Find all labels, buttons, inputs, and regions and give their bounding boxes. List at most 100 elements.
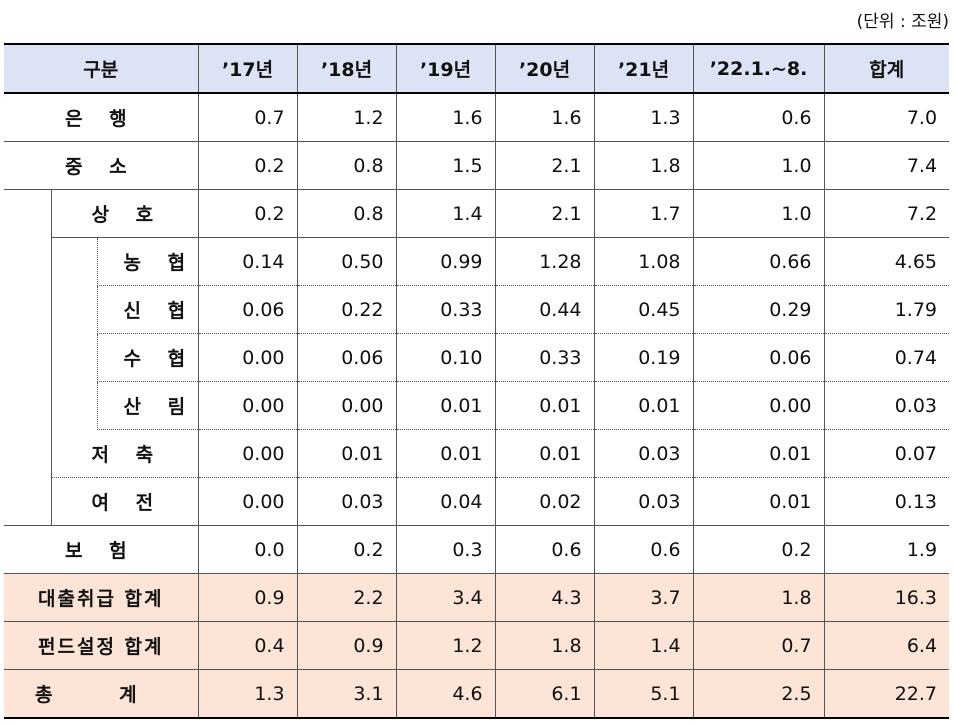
header-2018: ’18년: [296, 43, 397, 94]
header-total: 합계: [823, 43, 950, 94]
cell: 7.2: [823, 189, 950, 238]
table-row: 여 전 0.00 0.03 0.04 0.02 0.03 0.01 0.13: [4, 477, 950, 526]
cell: 0.4: [197, 621, 298, 670]
cell: 1.0: [692, 189, 825, 238]
table-row: 신 협 0.06 0.22 0.33 0.44 0.45 0.29 1.79: [4, 285, 950, 334]
table-row-total: 총 계 1.3 3.1 4.6 6.1 5.1 2.5 22.7: [4, 669, 950, 719]
row-label: 상 호: [51, 189, 199, 238]
table-row: 보 험 0.0 0.2 0.3 0.6 0.6 0.2 1.9: [4, 525, 950, 574]
indent-spacer: [4, 189, 52, 526]
indent-spacer: [51, 238, 97, 430]
cell: 1.2: [395, 621, 496, 670]
row-label: 대출취급 합계: [4, 573, 199, 622]
cell: 0.6: [692, 93, 825, 142]
cell: 0.22: [296, 285, 397, 334]
cell: 0.10: [395, 333, 496, 382]
cell: 3.1: [296, 669, 397, 719]
cell: 0.6: [593, 525, 694, 574]
cell: 22.7: [823, 669, 950, 719]
cell: 0.00: [296, 381, 397, 430]
cell: 4.65: [823, 237, 950, 286]
table-row-subtotal: 대출취급 합계 0.9 2.2 3.4 4.3 3.7 1.8 16.3: [4, 573, 950, 622]
cell: 0.9: [197, 573, 298, 622]
cell: 3.4: [395, 573, 496, 622]
cell: 0.01: [395, 429, 496, 478]
cell: 2.1: [494, 141, 595, 190]
table-row: 상 호 0.2 0.8 1.4 2.1 1.7 1.0 7.2: [4, 189, 950, 526]
cell: 1.8: [593, 141, 694, 190]
cell: 0.8: [296, 189, 397, 238]
header-2020: ’20년: [494, 43, 595, 94]
cell: 0.6: [494, 525, 595, 574]
cell: 0.03: [593, 477, 694, 526]
cell: 0.2: [197, 141, 298, 190]
cell: 2.1: [494, 189, 595, 238]
cell: 0.01: [395, 381, 496, 430]
row-label: 중 소: [4, 141, 199, 190]
cell: 0.33: [395, 285, 496, 334]
cell: 0.00: [197, 429, 298, 478]
table-row: 수 협 0.00 0.06 0.10 0.33 0.19 0.06 0.74: [4, 333, 950, 382]
cell: 1.4: [593, 621, 694, 670]
header-2017: ’17년: [197, 43, 298, 94]
cell: 0.01: [296, 429, 397, 478]
cell: 1.4: [395, 189, 496, 238]
header-category: 구분: [4, 43, 199, 94]
cell: 0.50: [296, 237, 397, 286]
cell: 0.00: [197, 477, 298, 526]
cell: 0.44: [494, 285, 595, 334]
cell: 0.13: [823, 477, 950, 526]
cell: 0.01: [692, 429, 825, 478]
header-2022: ’22.1.~8.: [692, 43, 825, 94]
cell: 0.01: [692, 477, 825, 526]
cell: 1.2: [296, 93, 397, 142]
cell: 3.7: [593, 573, 694, 622]
unit-note: (단위 : 조원): [856, 12, 949, 32]
table-row: 은 행 0.7 1.2 1.6 1.6 1.3 0.6 7.0: [4, 93, 950, 142]
row-label: 산 림: [96, 381, 199, 430]
cell: 4.3: [494, 573, 595, 622]
cell: 0.01: [494, 381, 595, 430]
row-label: 총 계: [4, 669, 199, 719]
cell: 2.5: [692, 669, 825, 719]
cell: 0.2: [692, 525, 825, 574]
cell: 1.0: [692, 141, 825, 190]
cell: 1.08: [593, 237, 694, 286]
cell: 0.03: [823, 381, 950, 430]
cell: 1.7: [593, 189, 694, 238]
cell: 1.5: [395, 141, 496, 190]
cell: 0.74: [823, 333, 950, 382]
header-row: 구분 ’17년 ’18년 ’19년 ’20년 ’21년 ’22.1.~8. 합계: [4, 43, 950, 94]
cell: 0.00: [197, 381, 298, 430]
cell: 1.3: [593, 93, 694, 142]
cell: 0.02: [494, 477, 595, 526]
cell: 0.07: [823, 429, 950, 478]
cell: 0.3: [395, 525, 496, 574]
table-row: 중 소 0.2 0.8 1.5 2.1 1.8 1.0 7.4: [4, 141, 950, 190]
cell: 0.01: [494, 429, 595, 478]
cell: 0.2: [197, 189, 298, 238]
cell: 0.33: [494, 333, 595, 382]
cell: 0.00: [197, 333, 298, 382]
data-table: 구분 ’17년 ’18년 ’19년 ’20년 ’21년 ’22.1.~8. 합계…: [4, 43, 950, 719]
cell: 5.1: [593, 669, 694, 719]
cell: 0.66: [692, 237, 825, 286]
row-label: 은 행: [4, 93, 199, 142]
cell: 0.04: [395, 477, 496, 526]
table-row-subtotal: 펀드설정 합계 0.4 0.9 1.2 1.8 1.4 0.7 6.4: [4, 621, 950, 670]
table-row: 저 축 0.00 0.01 0.01 0.01 0.03 0.01 0.07: [4, 429, 950, 478]
cell: 7.4: [823, 141, 950, 190]
row-label: 신 협: [96, 285, 199, 334]
table-row: 농 협 0.14 0.50 0.99 1.28 1.08 0.66 4.65: [4, 237, 950, 286]
cell: 0.45: [593, 285, 694, 334]
cell: 0.7: [692, 621, 825, 670]
cell: 1.8: [494, 621, 595, 670]
cell: 0.2: [296, 525, 397, 574]
table-row: 산 림 0.00 0.00 0.01 0.01 0.01 0.00 0.03: [4, 381, 950, 430]
cell: 6.4: [823, 621, 950, 670]
row-label: 여 전: [51, 477, 199, 526]
cell: 0.29: [692, 285, 825, 334]
cell: 0.06: [197, 285, 298, 334]
cell: 0.8: [296, 141, 397, 190]
cell: 1.8: [692, 573, 825, 622]
